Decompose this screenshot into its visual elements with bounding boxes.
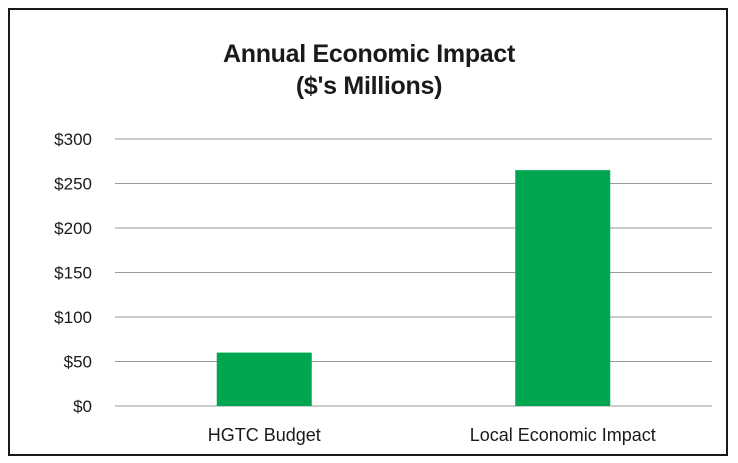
x-category-label: Local Economic Impact <box>470 425 656 445</box>
x-axis-category-labels: HGTC Budget Local Economic Impact <box>208 425 656 445</box>
chart-title-line-2: ($'s Millions) <box>295 72 443 100</box>
y-tick-label: $250 <box>54 175 92 194</box>
y-tick-label: $50 <box>64 353 92 372</box>
y-tick-label: $150 <box>54 264 92 283</box>
y-tick-label: $100 <box>54 308 92 327</box>
bar <box>216 352 312 406</box>
grid-lines <box>115 138 712 407</box>
y-tick-label: $0 <box>73 397 92 416</box>
bars <box>216 170 611 406</box>
bar <box>515 170 611 406</box>
x-category-label: HGTC Budget <box>208 425 321 445</box>
y-axis-tick-labels: $0 $50 $100 $150 $200 $250 $300 <box>54 130 92 416</box>
y-tick-label: $300 <box>54 130 92 149</box>
y-tick-label: $200 <box>54 219 92 238</box>
chart-title-line-1: Annual Economic Impact <box>222 40 516 68</box>
